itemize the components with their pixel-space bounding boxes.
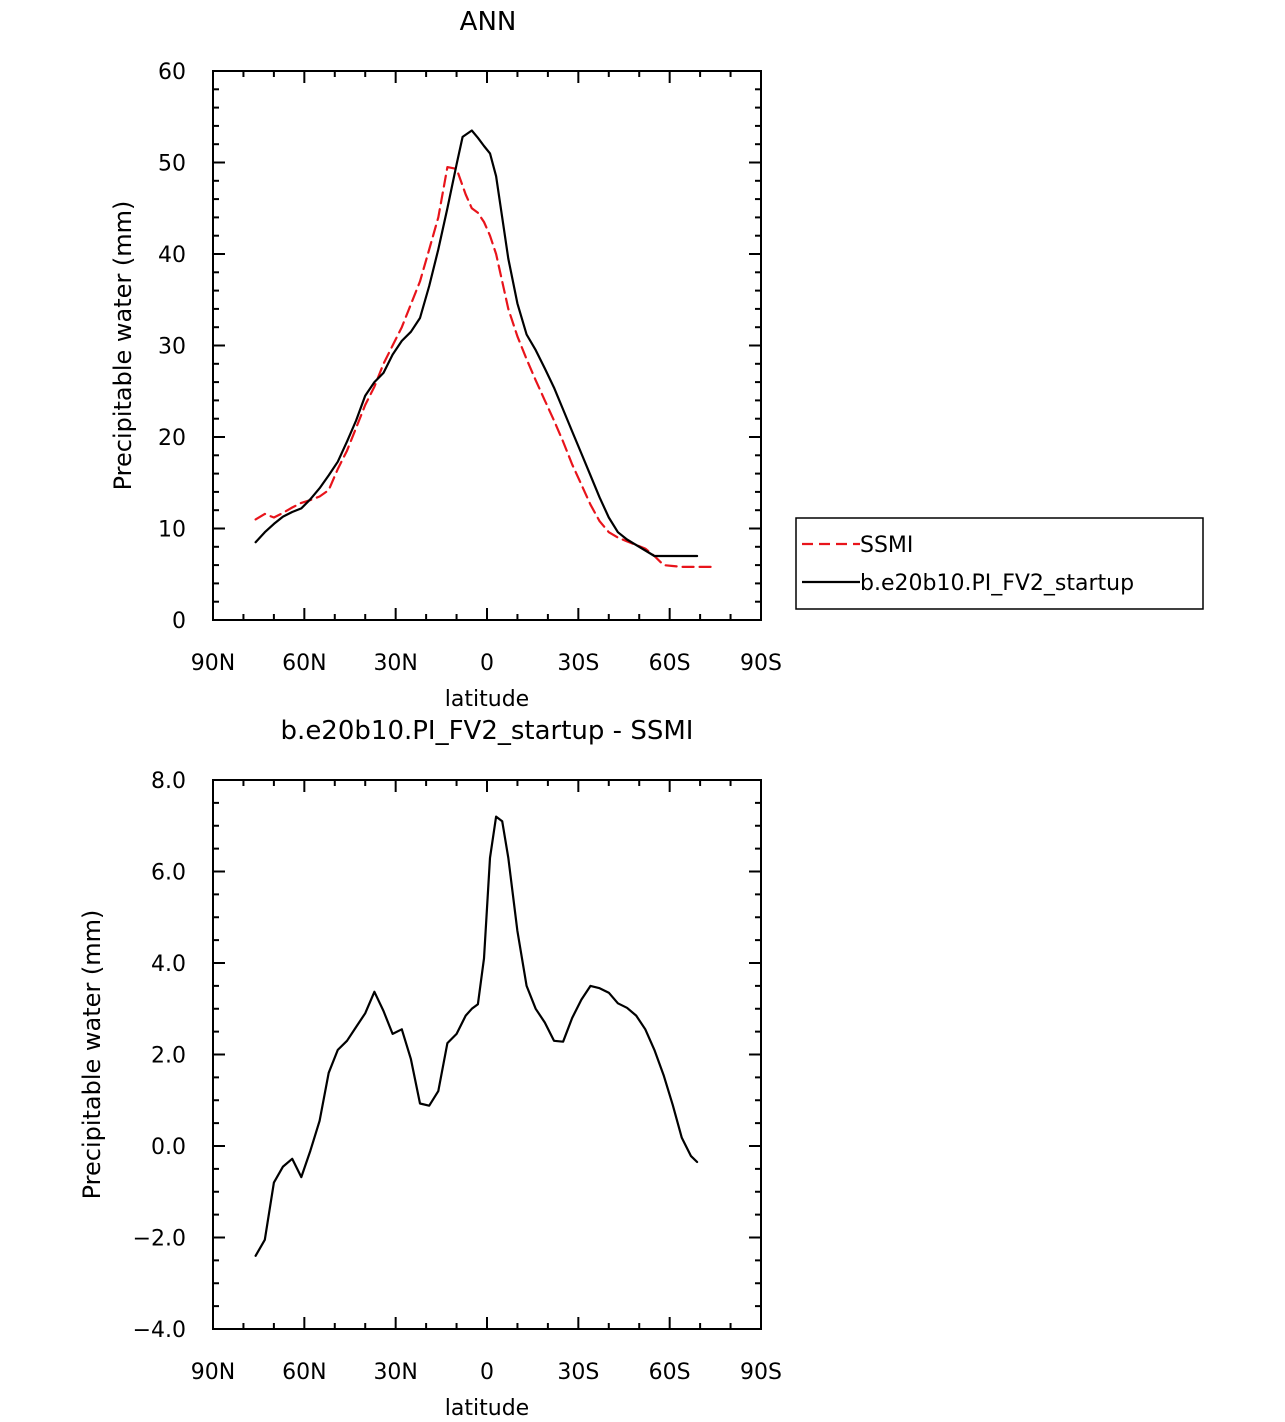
top-series-line-b-e20b10-pi-fv2-startup [254,129,699,558]
bottom-y-tick-label: 6.0 [151,861,186,886]
bottom-y-tick-label: 4.0 [151,952,186,977]
bottom-x-tick-label: 0 [480,1360,494,1385]
top-y-tick-label: 50 [158,152,186,177]
bottom-x-tick-label: 60N [282,1360,326,1385]
top-plot-frame [212,70,762,621]
bottom-y-axis-label: Precipitable water (mm) [78,910,106,1200]
top-x-tick-label: 90S [740,651,782,676]
bottom-x-tick-label: 90N [191,1360,235,1385]
legend-label: b.e20b10.PI_FV2_startup [860,571,1134,596]
bottom-y-tick-label: 0.0 [151,1135,186,1160]
top-x-tick-label: 60S [649,651,691,676]
top-panel [212,70,1204,621]
bottom-y-tick-label: −2.0 [133,1227,186,1252]
top-x-tick-label: 30N [373,651,417,676]
top-y-tick-label: 60 [158,60,186,85]
bottom-chart-title: b.e20b10.PI_FV2_startup - SSMI [281,716,694,746]
bottom-x-tick-label: 60S [649,1360,691,1385]
bottom-panel [212,779,762,1330]
top-series-line-ssmi [254,166,714,569]
top-y-tick-label: 0 [172,609,186,634]
bottom-y-tick-label: −4.0 [133,1318,186,1343]
top-x-tick-label: 60N [282,651,326,676]
bottom-plot-frame [212,779,762,1330]
top-y-tick-label: 30 [158,335,186,360]
legend-label: SSMI [860,533,913,558]
top-chart-title: ANN [460,7,517,37]
top-x-tick-label: 90N [191,651,235,676]
bottom-x-tick-label: 30N [373,1360,417,1385]
top-y-tick-label: 40 [158,243,186,268]
top-y-tick-label: 10 [158,518,186,543]
bottom-x-tick-label: 90S [740,1360,782,1385]
top-x-tick-label: 0 [480,651,494,676]
bottom-y-tick-label: 8.0 [151,769,186,794]
legend-box [795,517,1204,610]
bottom-x-axis-label: latitude [445,1396,529,1421]
top-y-axis-label: Precipitable water (mm) [109,201,137,491]
bottom-x-tick-label: 30S [557,1360,599,1385]
top-y-tick-label: 20 [158,426,186,451]
bottom-y-tick-label: 2.0 [151,1044,186,1069]
bottom-series-line-difference [254,815,699,1257]
top-x-axis-label: latitude [445,687,529,712]
top-x-tick-label: 30S [557,651,599,676]
